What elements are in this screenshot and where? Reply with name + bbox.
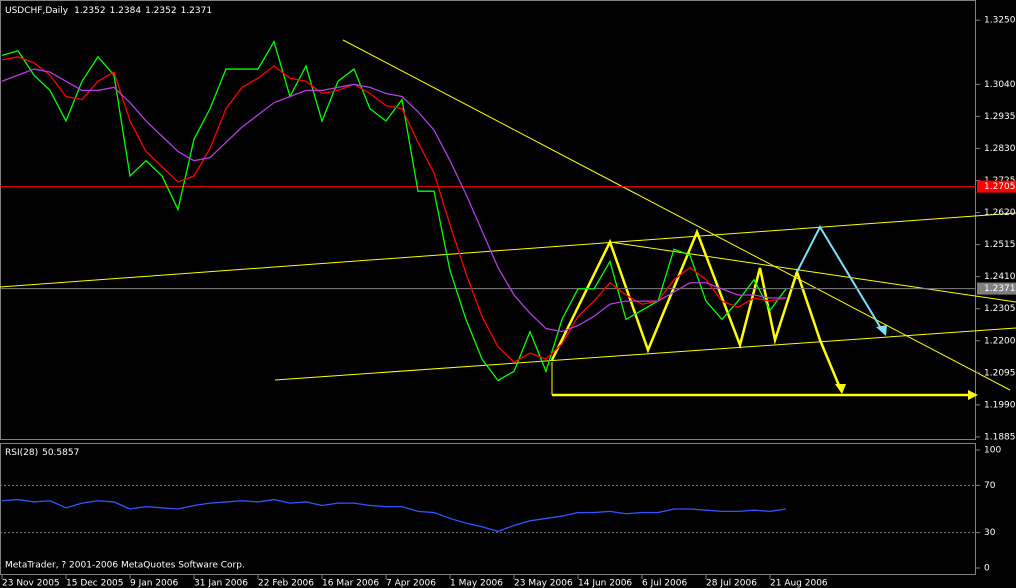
x-tick-label: 16 Mar 2006	[322, 579, 379, 588]
series-line	[1, 39, 787, 382]
y-tick-label: 1.3250	[984, 16, 1016, 26]
y-tick-label: 1.3040	[984, 80, 1016, 90]
series-line	[1, 498, 787, 533]
x-tick-label: 9 Jan 2006	[130, 579, 178, 588]
x-tick-label: 23 Nov 2005	[2, 579, 60, 588]
y-tick-label: 1.2095	[984, 368, 1016, 378]
y-tick-label: 1.2515	[984, 240, 1016, 250]
y-tick-label: 1.1885	[984, 432, 1016, 442]
high: 1.2384	[110, 6, 142, 16]
low: 1.2352	[145, 6, 177, 16]
trendline	[0, 212, 1016, 288]
series-line	[1, 68, 786, 333]
level-label: 1.2705	[984, 182, 1016, 192]
x-tick-label: 1 May 2006	[450, 579, 503, 588]
x-tick-label: 21 Aug 2006	[770, 579, 828, 588]
close: 1.2371	[181, 6, 213, 16]
level-box	[977, 180, 1016, 193]
rsi-panel	[0, 443, 976, 575]
x-tick-label: 28 Jul 2006	[706, 579, 757, 588]
annotations	[0, 39, 1016, 400]
level-label: 1.2371	[984, 284, 1016, 294]
y-tick-label: 1.2410	[984, 272, 1016, 282]
chart-header: USDCHF,Daily 1.2352 1.2384 1.2352 1.2371	[5, 6, 212, 16]
projection-line	[796, 224, 883, 331]
x-tick-label: 7 Apr 2006	[386, 579, 436, 588]
level-box	[977, 282, 1016, 295]
x-tick-label: 14 Jun 2006	[578, 579, 632, 588]
x-tick-label: 6 Jul 2006	[642, 579, 687, 588]
price-panel	[0, 0, 976, 440]
y-tick-label: 0	[984, 564, 990, 574]
y-tick-label: 1.2620	[984, 208, 1016, 218]
y-tick-label: 1.1990	[984, 400, 1016, 410]
arrow-head	[968, 390, 978, 400]
y-tick-label: 1.2200	[984, 336, 1016, 346]
y-tick-label: 100	[984, 446, 1001, 456]
y-tick-label: 70	[984, 481, 996, 491]
open: 1.2352	[74, 6, 106, 16]
rsi-name: RSI(28)	[5, 448, 38, 458]
trendline	[342, 39, 1011, 391]
y-tick-label: 1.2830	[984, 144, 1016, 154]
y-tick-label: 30	[984, 528, 996, 538]
y-tick-label: 1.2935	[984, 112, 1016, 122]
symbol: USDCHF,Daily	[5, 6, 69, 16]
arrow-head	[876, 325, 887, 336]
rsi-header: RSI(28) 50.5857	[5, 448, 79, 458]
trendline	[274, 327, 1016, 381]
trendline	[609, 241, 1016, 303]
x-tick-label: 15 Dec 2005	[66, 579, 124, 588]
arrow-head	[835, 384, 846, 394]
rsi-last: 50.5857	[42, 448, 79, 458]
y-tick-label: 1.2305	[984, 304, 1016, 314]
footer: MetaTrader, ? 2001-2006 MetaQuotes Softw…	[5, 561, 245, 571]
x-tick-label: 31 Jan 2006	[194, 579, 248, 588]
x-tick-label: 23 May 2006	[514, 579, 573, 588]
x-tick-label: 22 Feb 2006	[258, 579, 314, 588]
